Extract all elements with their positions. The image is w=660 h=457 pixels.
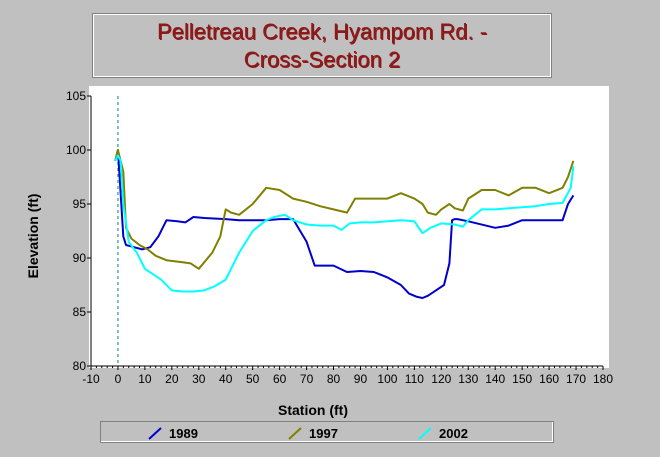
x-tick-label: 0 (115, 372, 122, 386)
x-tick-label: 10 (138, 372, 152, 386)
legend-swatch-1989 (148, 427, 162, 440)
x-tick-label: 130 (458, 372, 478, 386)
y-tick-label: 80 (73, 359, 87, 373)
chart-title-line-1: Pelletreau Creek, Hyampom Rd. - (156, 18, 488, 44)
x-tick-label: 150 (512, 372, 532, 386)
y-tick-label: 95 (73, 197, 87, 211)
series-line-1989 (114, 149, 575, 299)
x-tick-label: 100 (377, 372, 397, 386)
chart-title-box: Pelletreau Creek, Hyampom Rd. - Cross-Se… (92, 13, 552, 78)
plot-area (89, 86, 609, 368)
axes: 80 85 90 95 100 105 -10 0 10 20 30 40 50 60 70 80 90 100 1… (66, 89, 613, 386)
legend-swatch-1997 (288, 427, 302, 440)
legend-label-2002: 2002 (439, 425, 468, 441)
legend-item-2002: 2002 (417, 424, 468, 442)
x-tick-label: 70 (300, 372, 314, 386)
y-tick-label: 90 (73, 251, 87, 265)
x-tick-label: 40 (219, 372, 233, 386)
x-tick-label: 20 (165, 372, 179, 386)
x-tick-label: 160 (539, 372, 559, 386)
legend-label-1997: 1997 (309, 425, 338, 441)
x-tick-label: 110 (405, 372, 424, 386)
y-tick-label: 100 (66, 143, 86, 157)
chart-title-line-2: Cross-Section 2 (243, 46, 401, 72)
x-tick-label: 60 (273, 372, 287, 386)
x-tick-label: 30 (192, 372, 206, 386)
legend-label-1989: 1989 (169, 425, 198, 441)
y-axis-label: Elevation (ft) (25, 194, 41, 279)
legend: 1989 1997 2002 (100, 421, 554, 443)
series-line-1997 (114, 149, 575, 270)
legend-item-1997: 1997 (287, 424, 338, 442)
legend-swatch-2002 (418, 427, 432, 440)
x-tick-label: -10 (82, 372, 100, 386)
x-tick-label: 140 (485, 372, 505, 386)
series-lines (114, 149, 575, 299)
x-tick-label: 90 (354, 372, 368, 386)
y-tick-label: 85 (73, 305, 87, 319)
x-tick-label: 120 (431, 372, 451, 386)
x-tick-label: 170 (566, 372, 586, 386)
x-tick-label: 50 (246, 372, 260, 386)
legend-item-1989: 1989 (147, 424, 198, 442)
x-axis-label: Station (ft) (278, 402, 348, 418)
x-tick-label: 180 (593, 372, 613, 386)
y-tick-label: 105 (66, 89, 86, 103)
series-line-2002 (114, 154, 575, 293)
x-tick-label: 80 (327, 372, 341, 386)
